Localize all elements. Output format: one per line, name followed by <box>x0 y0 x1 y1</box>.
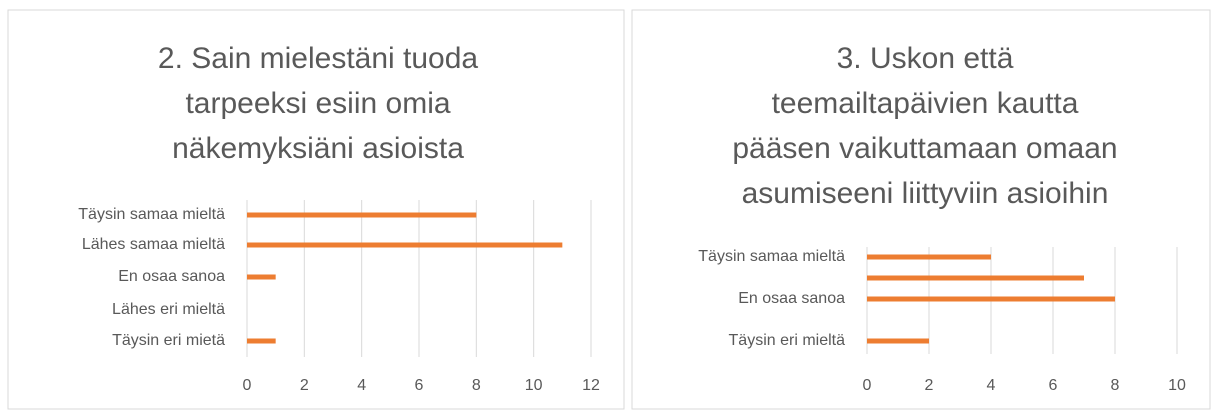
y-tick-label: Lähes eri mieltä <box>112 301 225 318</box>
y-tick-label: Täysin eri mieltä <box>729 332 846 349</box>
chart-title: pääsen vaikuttamaan omaan <box>732 132 1117 165</box>
bar <box>867 254 991 260</box>
x-tick-label: 4 <box>357 377 366 394</box>
y-tick-label: Täysin samaa mieltä <box>698 248 845 265</box>
y-tick-label: Täysin samaa mieltä <box>78 206 225 223</box>
x-tick-label: 0 <box>863 377 872 394</box>
y-tick-label: Täysin eri mietä <box>112 332 225 349</box>
x-tick-label: 2 <box>925 377 934 394</box>
x-tick-label: 2 <box>300 377 309 394</box>
x-tick-label: 6 <box>1049 377 1058 394</box>
x-tick-label: 10 <box>1168 377 1186 394</box>
panel-border <box>631 9 1211 410</box>
bar <box>247 274 276 280</box>
x-tick-label: 10 <box>525 377 543 394</box>
y-tick-label: En osaa sanoa <box>118 268 225 285</box>
bar <box>867 296 1115 302</box>
x-tick-label: 4 <box>987 377 996 394</box>
y-tick-label: Lähes samaa mieltä <box>82 236 225 253</box>
panel-border <box>7 9 625 410</box>
chart-title: 3. Uskon että <box>837 42 1014 75</box>
x-tick-label: 8 <box>1111 377 1120 394</box>
chart-title: asumiseeni liittyviin asioihin <box>742 177 1109 210</box>
chart-title: tarpeeksi esiin omia <box>185 87 450 120</box>
bar <box>867 338 929 344</box>
y-tick-label: En osaa sanoa <box>738 290 845 307</box>
bar <box>247 242 563 248</box>
bar <box>247 212 477 218</box>
x-tick-label: 0 <box>243 377 252 394</box>
chart-title: teemailtapäivien kautta <box>772 87 1079 120</box>
bar <box>867 275 1084 281</box>
x-tick-label: 12 <box>582 377 600 394</box>
chart-title: 2. Sain mielestäni tuoda <box>158 42 479 75</box>
x-tick-label: 6 <box>415 377 424 394</box>
x-tick-label: 8 <box>472 377 481 394</box>
bar <box>247 338 276 344</box>
chart-title: näkemyksiäni asioista <box>172 132 464 165</box>
